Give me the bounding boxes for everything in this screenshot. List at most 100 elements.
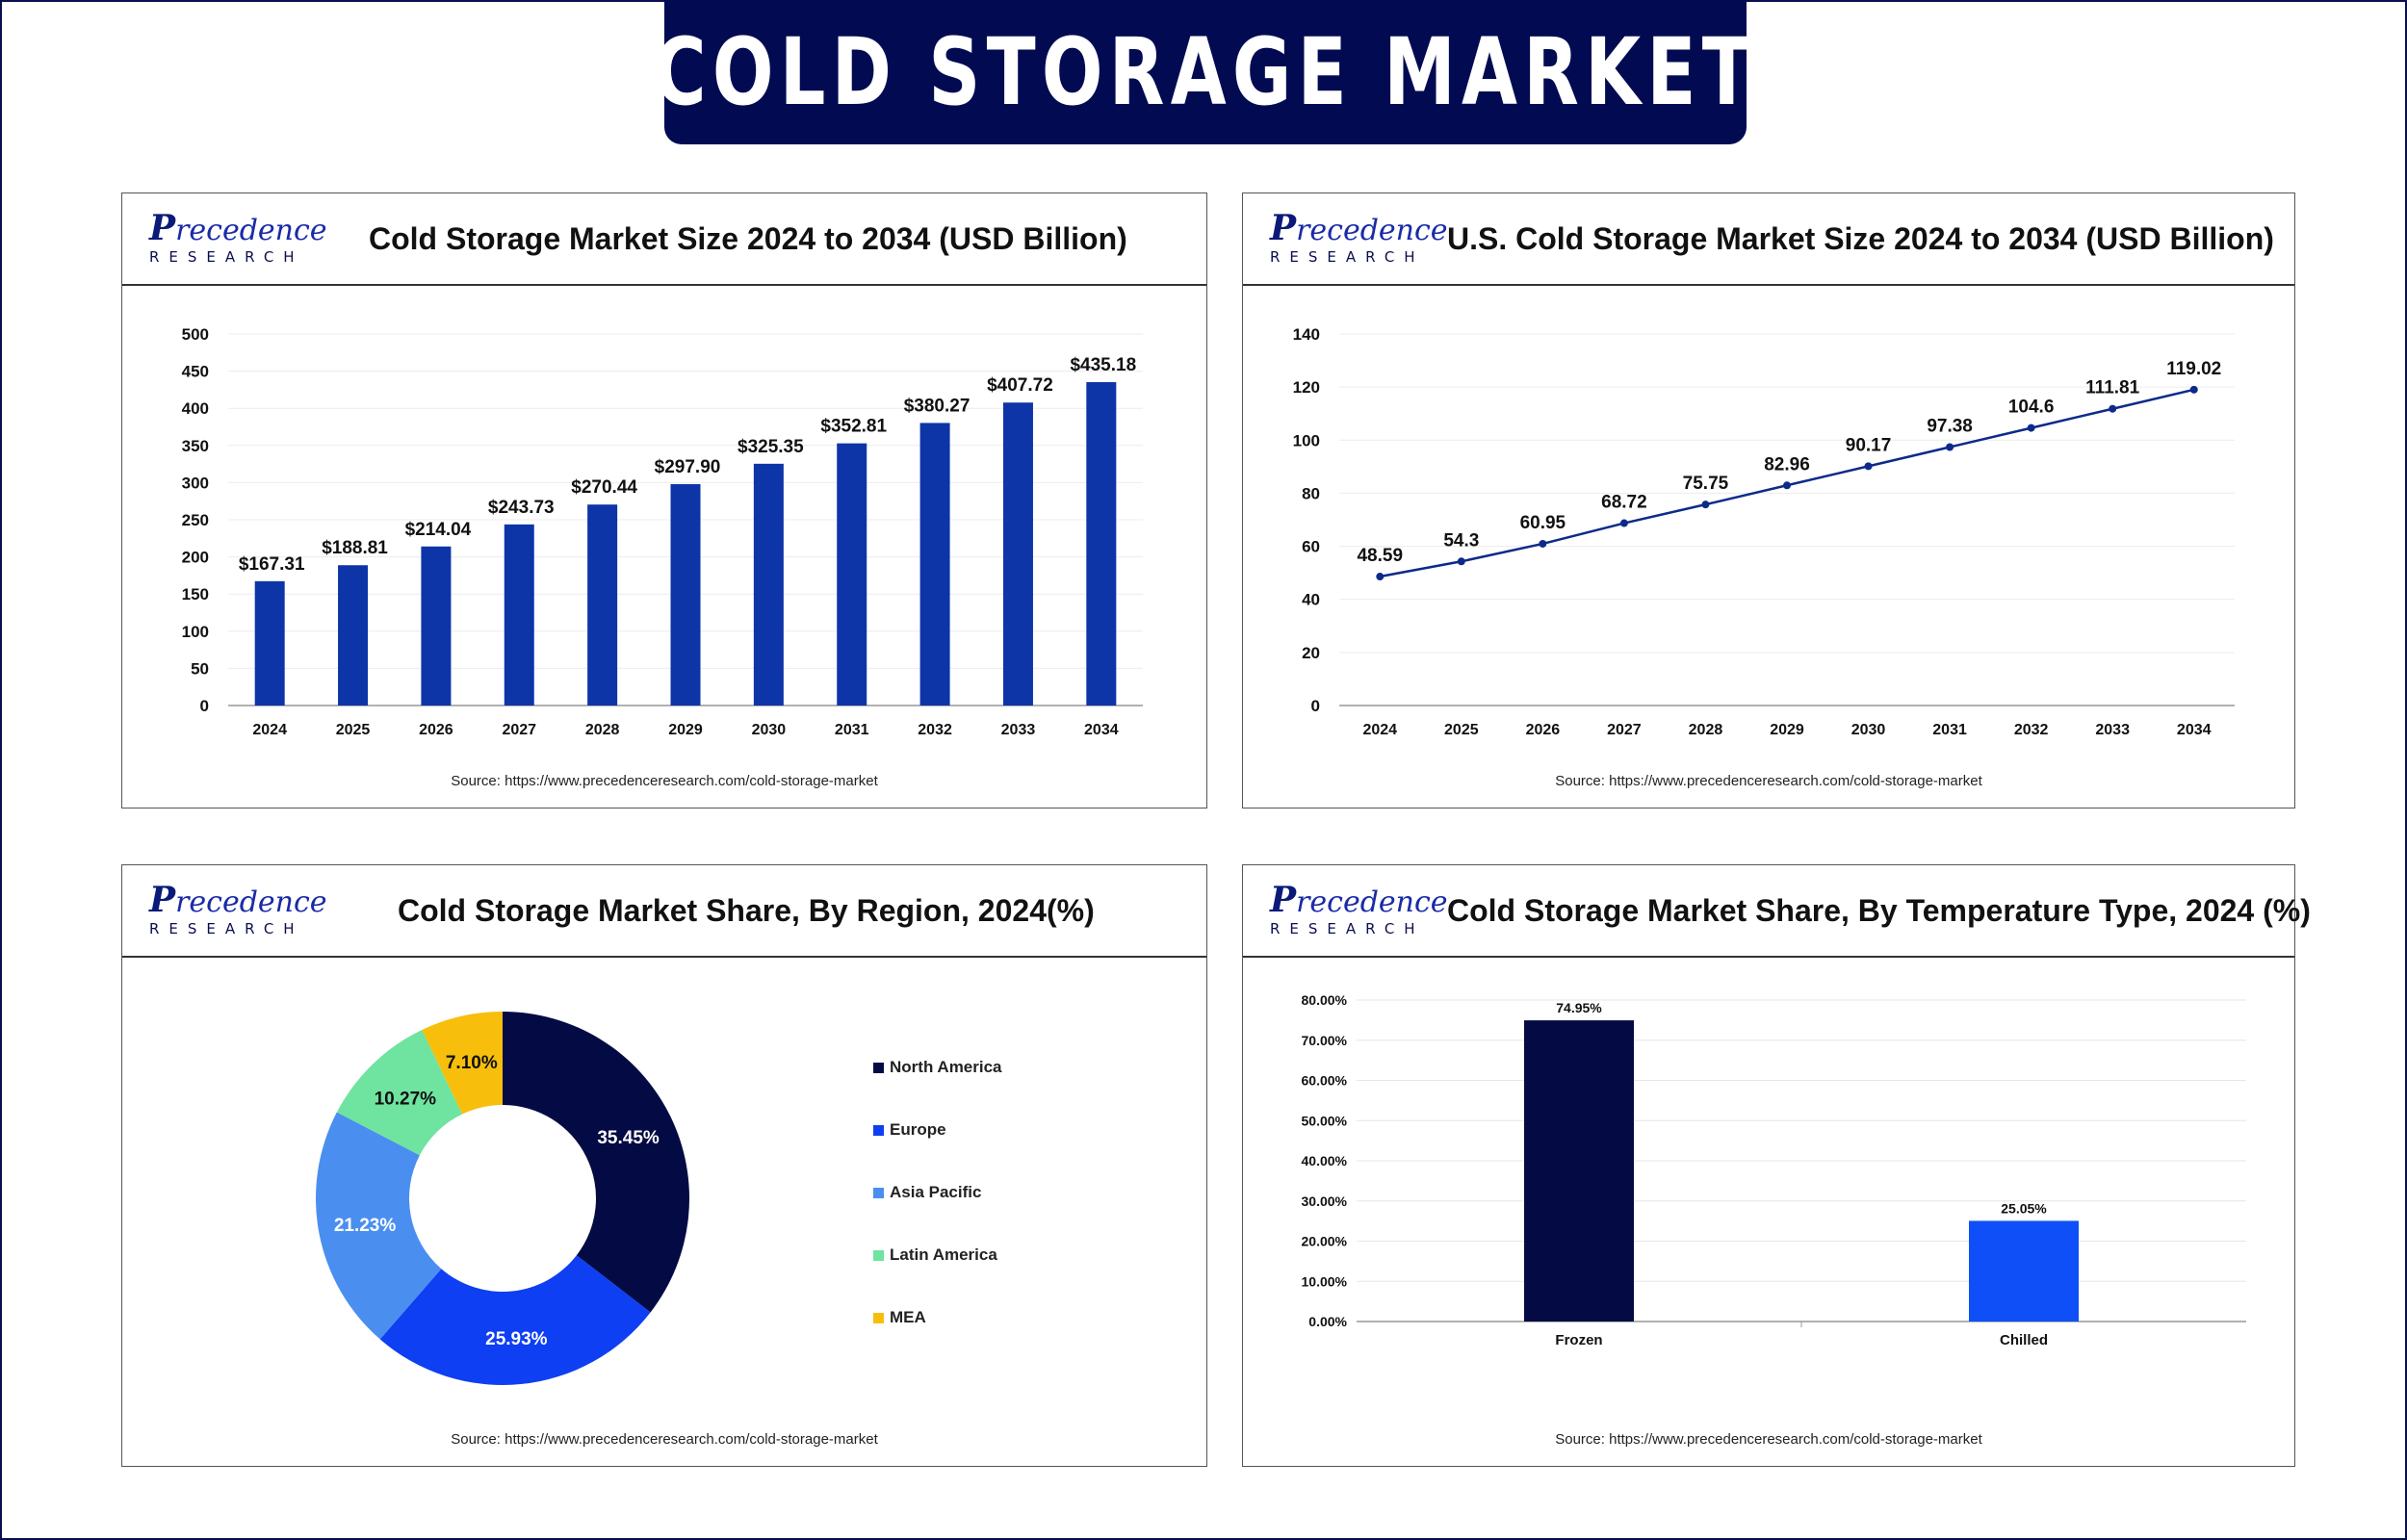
- y-tick-label: 200: [182, 549, 209, 567]
- y-tick-label: 20: [1302, 644, 1320, 662]
- y-tick-label: 80: [1302, 484, 1320, 502]
- x-tick-label: 2031: [1932, 722, 1967, 738]
- x-tick-label: 2029: [668, 722, 703, 738]
- y-tick-label: 0: [200, 697, 209, 715]
- slice-label: 7.10%: [446, 1053, 498, 1073]
- data-label: 60.95: [1520, 513, 1566, 533]
- bar: [919, 423, 950, 706]
- us-line-chart: 0 20 40 60 80 100 120 140 48.59 2024 54.3 2025 60.95…: [1293, 325, 2235, 738]
- y-tick-label: 0.00%: [1308, 1314, 1347, 1329]
- source-note: Source: https://www.precedenceresearch.c…: [1555, 1431, 1982, 1448]
- data-label: 54.3: [1443, 530, 1479, 551]
- panel-header: Precedence RESEARCH U.S. Cold Storage Ma…: [1243, 193, 2294, 286]
- y-tick-label: 250: [182, 511, 209, 529]
- slice-label: 21.23%: [334, 1216, 397, 1236]
- y-tick-label: 300: [182, 474, 209, 492]
- precedence-logo: Precedence RESEARCH: [149, 880, 327, 937]
- legend-swatch: [873, 1312, 884, 1323]
- y-tick-label: 400: [182, 399, 209, 418]
- data-label: 90.17: [1846, 435, 1892, 455]
- bar: [670, 484, 701, 706]
- data-point: [1864, 462, 1873, 471]
- data-point: [1539, 539, 1547, 548]
- source-note: Source: https://www.precedenceresearch.c…: [451, 1431, 878, 1448]
- panel-header: Precedence RESEARCH Cold Storage Market …: [1243, 865, 2311, 958]
- legend-label: North America: [890, 1058, 1002, 1076]
- bar: [1086, 382, 1117, 706]
- precedence-logo: Precedence RESEARCH: [1270, 208, 1448, 266]
- y-tick-label: 500: [182, 325, 209, 344]
- x-tick-label: 2029: [1770, 722, 1804, 738]
- region-legend: North America Europe Asia Pacific Latin Ame…: [873, 1058, 1124, 1347]
- data-label: $380.27: [904, 396, 971, 416]
- legend-swatch: [873, 1062, 884, 1073]
- legend-label: MEA: [890, 1308, 926, 1326]
- y-tick-label: 50: [191, 659, 209, 678]
- y-tick-label: 60: [1302, 538, 1320, 556]
- x-tick-label: 2024: [1362, 722, 1397, 738]
- panel-temperature-share: Precedence RESEARCH Cold Storage Market …: [1242, 864, 2311, 1467]
- y-tick-label: 100: [182, 623, 209, 641]
- data-label: 25.05%: [2001, 1200, 2047, 1216]
- bar: [504, 524, 534, 706]
- data-label: $297.90: [655, 457, 721, 477]
- y-tick-label: 70.00%: [1302, 1033, 1348, 1048]
- source-note: Source: https://www.precedenceresearch.c…: [1555, 773, 1982, 789]
- x-tick-label: 2034: [1084, 722, 1119, 738]
- slice-label: 25.93%: [485, 1329, 548, 1349]
- legend-item: North America: [873, 1058, 1002, 1077]
- y-tick-label: 80.00%: [1302, 992, 1348, 1008]
- legend-label: Latin America: [890, 1245, 997, 1264]
- precedence-logo: Precedence RESEARCH: [149, 208, 327, 266]
- pie-slice: [336, 1029, 463, 1156]
- data-label: $352.81: [820, 417, 887, 437]
- data-label: $325.35: [738, 437, 804, 457]
- x-tick-label: 2027: [1607, 722, 1642, 738]
- pie-slice: [379, 1255, 651, 1385]
- x-tick-label: 2033: [2095, 722, 2130, 738]
- x-tick-label: 2028: [585, 722, 620, 738]
- data-point: [2189, 385, 2198, 394]
- bar: [837, 443, 867, 706]
- data-point: [1701, 500, 1710, 509]
- bar: [753, 463, 784, 706]
- x-tick-label: 2024: [252, 722, 287, 738]
- pie-slice: [503, 1012, 689, 1313]
- page-title: COLD STORAGE MARKET: [653, 18, 1758, 126]
- data-label: $407.72: [987, 375, 1053, 396]
- chart-title: U.S. Cold Storage Market Size 2024 to 20…: [1447, 221, 2274, 256]
- data-point: [1457, 557, 1465, 566]
- x-tick-label: 2025: [1444, 722, 1479, 738]
- legend-item: Asia Pacific: [873, 1183, 981, 1202]
- y-tick-label: 140: [1293, 325, 1320, 344]
- pie-slice: [422, 1012, 503, 1115]
- precedence-logo: Precedence RESEARCH: [1270, 880, 1448, 937]
- slice-label: 10.27%: [375, 1089, 437, 1109]
- x-tick-label: 2032: [2014, 722, 2049, 738]
- y-tick-label: 10.00%: [1302, 1273, 1348, 1289]
- data-label: $243.73: [488, 498, 555, 518]
- x-tick-label: 2026: [1526, 722, 1561, 738]
- y-tick-label: 150: [182, 585, 209, 603]
- y-tick-label: 60.00%: [1302, 1073, 1348, 1089]
- data-label: $214.04: [405, 520, 472, 540]
- legend-swatch: [873, 1249, 884, 1261]
- slice-label: 35.45%: [597, 1128, 660, 1148]
- y-tick-label: 0: [1311, 697, 1320, 715]
- legend-label: Asia Pacific: [890, 1183, 982, 1201]
- title-banner: COLD STORAGE MARKET: [654, 0, 1751, 144]
- bar: [421, 546, 452, 706]
- panel-global-market-size: Precedence RESEARCH Cold Storage Market …: [121, 192, 1207, 808]
- y-tick-label: 40: [1302, 591, 1320, 609]
- data-label: 75.75: [1683, 474, 1729, 494]
- bar: [1969, 1220, 2079, 1322]
- temperature-bar-chart: 0.00% 10.00% 20.00% 30.00% 40.00% 50.00% 60.00…: [1302, 992, 2246, 1348]
- x-tick-label: 2026: [419, 722, 453, 738]
- data-label: 119.02: [2166, 359, 2221, 379]
- data-point: [1376, 573, 1385, 581]
- x-tick-label: 2033: [1001, 722, 1036, 738]
- x-tick-label: 2030: [752, 722, 787, 738]
- y-tick-label: 40.00%: [1302, 1153, 1348, 1168]
- y-tick-label: 350: [182, 437, 209, 455]
- x-tick-label: 2027: [502, 722, 536, 738]
